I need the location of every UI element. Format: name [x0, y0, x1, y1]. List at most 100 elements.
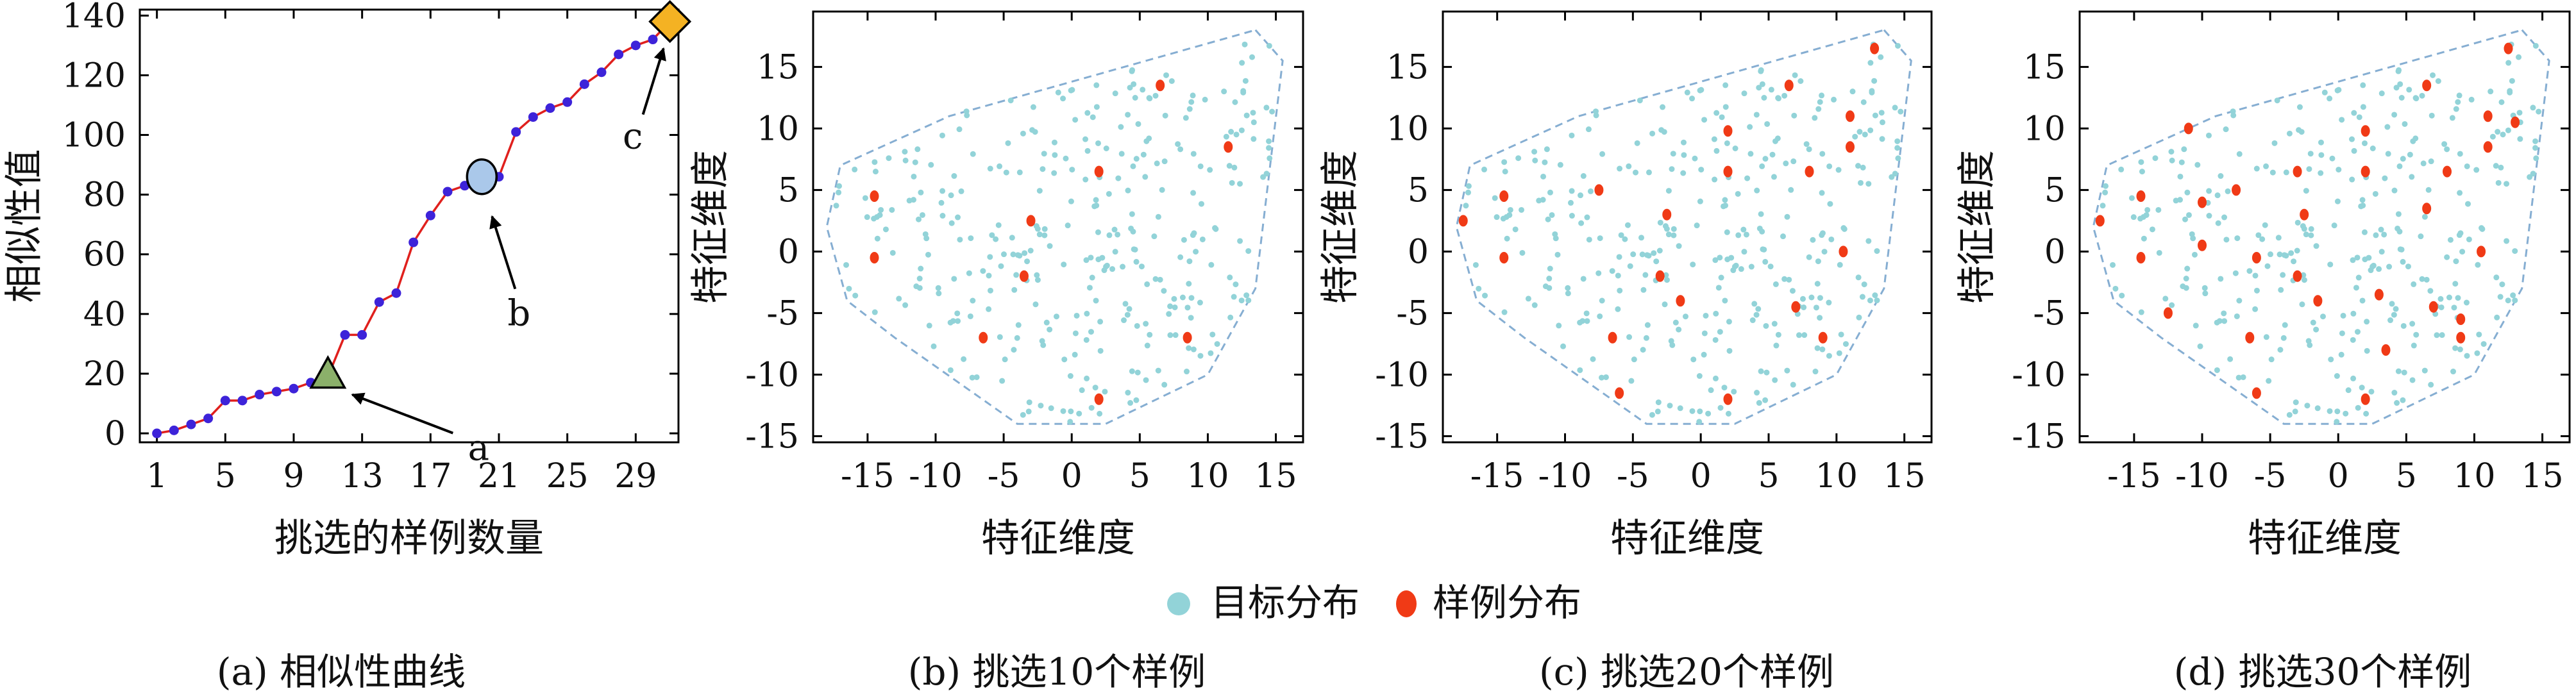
- target-point: [2173, 197, 2179, 204]
- target-point: [2296, 104, 2303, 110]
- target-point: [1860, 99, 1867, 105]
- target-point: [1515, 155, 1522, 162]
- target-point: [1819, 92, 1825, 99]
- target-point: [919, 212, 925, 218]
- target-point: [2498, 164, 2504, 171]
- target-point: [2360, 82, 2366, 88]
- target-point: [2223, 126, 2229, 133]
- target-point: [2533, 155, 2539, 162]
- target-point: [1815, 106, 1822, 112]
- target-point: [1502, 169, 1508, 175]
- target-point: [1068, 198, 1074, 204]
- target-point: [1010, 251, 1016, 258]
- target-point: [2255, 232, 2262, 238]
- target-point: [1797, 78, 1804, 85]
- sample-point: [1026, 215, 1036, 227]
- sample-point: [2361, 165, 2370, 178]
- target-point: [2400, 258, 2406, 265]
- y-tick-label: -5: [2033, 294, 2066, 333]
- target-point: [2516, 54, 2522, 60]
- target-point: [2453, 106, 2459, 112]
- x-axis-label: 挑选的样例数量: [274, 516, 544, 561]
- target-point: [1188, 295, 1195, 301]
- target-point: [1732, 145, 1738, 151]
- plot-frame: [139, 8, 680, 444]
- target-point: [2530, 104, 2536, 111]
- target-point: [1874, 297, 1880, 304]
- legend-label-sample: 样例分布: [1433, 581, 1581, 624]
- target-point: [2418, 233, 2424, 240]
- target-point: [1512, 226, 1519, 233]
- target-point: [2476, 331, 2482, 338]
- sample-point: [1818, 331, 1828, 344]
- target-point: [2378, 249, 2385, 255]
- target-point: [1626, 163, 1632, 169]
- target-point: [1157, 276, 1163, 283]
- target-point: [2349, 136, 2355, 142]
- similarity-point: [408, 237, 419, 247]
- target-point: [1865, 238, 1872, 244]
- target-point: [1242, 78, 1249, 84]
- target-point: [1595, 270, 1602, 276]
- target-point: [2435, 78, 2441, 85]
- highlight-diamond-c: [648, 0, 692, 44]
- target-point: [2343, 410, 2349, 417]
- sample-point: [2443, 165, 2452, 178]
- target-point: [2450, 369, 2457, 375]
- target-point: [1115, 231, 1121, 238]
- x-tick-label: 1: [146, 457, 167, 496]
- similarity-point: [169, 425, 179, 435]
- sample-point: [1615, 387, 1624, 399]
- y-tick-label: 5: [778, 171, 799, 210]
- y-tick-label: 120: [62, 56, 126, 95]
- similarity-point: [374, 297, 384, 307]
- target-point: [1894, 138, 1901, 144]
- target-point: [1127, 400, 1134, 406]
- target-point: [1002, 356, 1008, 363]
- target-point: [2206, 188, 2212, 194]
- target-point: [1741, 90, 1747, 97]
- target-point: [2406, 87, 2412, 93]
- target-point: [2215, 220, 2221, 226]
- target-point: [2368, 388, 2375, 395]
- target-point: [2449, 115, 2455, 121]
- target-point: [2128, 195, 2135, 201]
- target-point: [1531, 149, 1538, 155]
- target-point: [2310, 319, 2316, 326]
- target-point: [1803, 141, 1810, 147]
- target-point: [2313, 326, 2319, 333]
- target-point: [957, 237, 963, 243]
- target-point: [2236, 151, 2243, 157]
- target-point: [1633, 169, 1639, 176]
- target-point: [1043, 319, 1050, 326]
- target-point: [2479, 225, 2485, 231]
- target-point: [1250, 136, 1257, 142]
- target-point: [1759, 163, 1765, 169]
- target-point: [1819, 230, 1826, 237]
- target-point: [2438, 304, 2445, 310]
- target-point: [1504, 235, 1510, 242]
- target-point: [2474, 350, 2480, 356]
- x-tick-label: 10: [1815, 457, 1858, 496]
- target-point: [911, 173, 917, 179]
- target-point: [1649, 130, 1656, 137]
- target-point: [2507, 88, 2513, 94]
- target-point: [1689, 408, 1696, 414]
- sample-point: [1094, 165, 1104, 178]
- target-point: [1540, 173, 1547, 179]
- target-point: [1032, 301, 1039, 308]
- x-tick-label: 10: [1186, 457, 1229, 496]
- target-point: [1142, 174, 1149, 180]
- target-point: [926, 322, 932, 329]
- target-point: [833, 203, 839, 209]
- target-point: [1025, 408, 1032, 415]
- target-point: [1051, 170, 1057, 176]
- target-point: [2364, 319, 2370, 325]
- target-point: [2205, 132, 2212, 138]
- target-point: [2189, 231, 2195, 237]
- target-point: [2428, 381, 2434, 388]
- target-point: [2488, 88, 2494, 95]
- target-point: [997, 334, 1003, 340]
- target-point: [1084, 310, 1090, 317]
